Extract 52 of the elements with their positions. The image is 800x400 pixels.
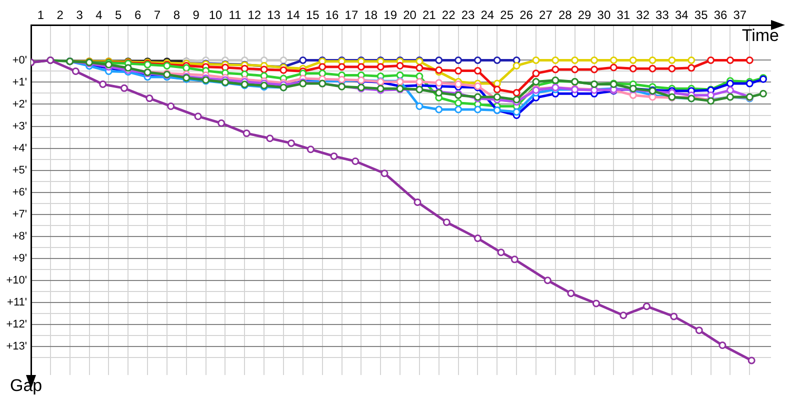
- y-tick-label: +10': [6, 274, 27, 286]
- x-tick-label: 12: [248, 8, 262, 22]
- x-tick-label: 36: [714, 8, 728, 22]
- y-tick-label: +0': [12, 54, 27, 66]
- x-tick-label: 14: [286, 8, 300, 22]
- x-tick-label: 35: [694, 8, 708, 22]
- x-tick-label: 28: [558, 8, 572, 22]
- y-tick-label: +6': [12, 186, 27, 198]
- y-tick-label: +5': [12, 164, 27, 176]
- x-tick-label: 25: [500, 8, 514, 22]
- y-tick-label: +3': [12, 120, 27, 132]
- x-tick-label: 19: [384, 8, 398, 22]
- x-tick-label: 30: [597, 8, 611, 22]
- x-tick-label: 7: [154, 8, 161, 22]
- x-tick-label: 21: [422, 8, 436, 22]
- x-tick-label: 26: [520, 8, 534, 22]
- x-tick-label: 22: [442, 8, 456, 22]
- x-tick-label: 17: [344, 8, 358, 22]
- x-tick-label: 20: [403, 8, 417, 22]
- y-tick-label: +9': [12, 252, 27, 264]
- x-tick-label: 10: [208, 8, 223, 22]
- x-tick-label: 18: [364, 8, 378, 22]
- y-tick-label: +2': [12, 98, 27, 110]
- x-tick-label: 11: [228, 8, 242, 22]
- x-tick-label: 16: [325, 8, 340, 22]
- x-tick-label: 6: [134, 8, 142, 22]
- x-tick-label: 32: [636, 8, 650, 22]
- x-tick-label: 4: [96, 8, 103, 22]
- x-axis-title: Time: [742, 26, 779, 46]
- y-tick-label: +12': [6, 318, 27, 330]
- x-tick-label: 13: [267, 8, 281, 22]
- y-tick-label: +1': [12, 76, 27, 88]
- x-tick-label: 29: [578, 8, 592, 22]
- y-tick-label: +7': [12, 208, 27, 220]
- x-tick-label: 31: [616, 8, 630, 22]
- x-tick-label: 27: [539, 8, 553, 22]
- x-tick-label: 1: [37, 8, 44, 22]
- y-tick-label: +8': [12, 230, 27, 242]
- x-tick-label: 3: [76, 8, 84, 22]
- x-tick-label: 34: [674, 8, 689, 22]
- x-tick-label: 15: [306, 8, 320, 22]
- x-tick-label: 33: [656, 8, 670, 22]
- x-tick-label: 9: [192, 8, 200, 22]
- x-tick-label: 2: [56, 8, 64, 22]
- x-tick-label: 23: [461, 8, 475, 22]
- y-tick-label: +13': [6, 340, 27, 352]
- x-tick-label: 37: [733, 8, 747, 22]
- x-tick-label: 24: [480, 8, 494, 22]
- y-tick-label: +11': [7, 296, 27, 308]
- x-tick-label: 5: [115, 8, 122, 22]
- y-tick-label: +4': [12, 142, 27, 154]
- x-tick-label: 8: [173, 8, 180, 22]
